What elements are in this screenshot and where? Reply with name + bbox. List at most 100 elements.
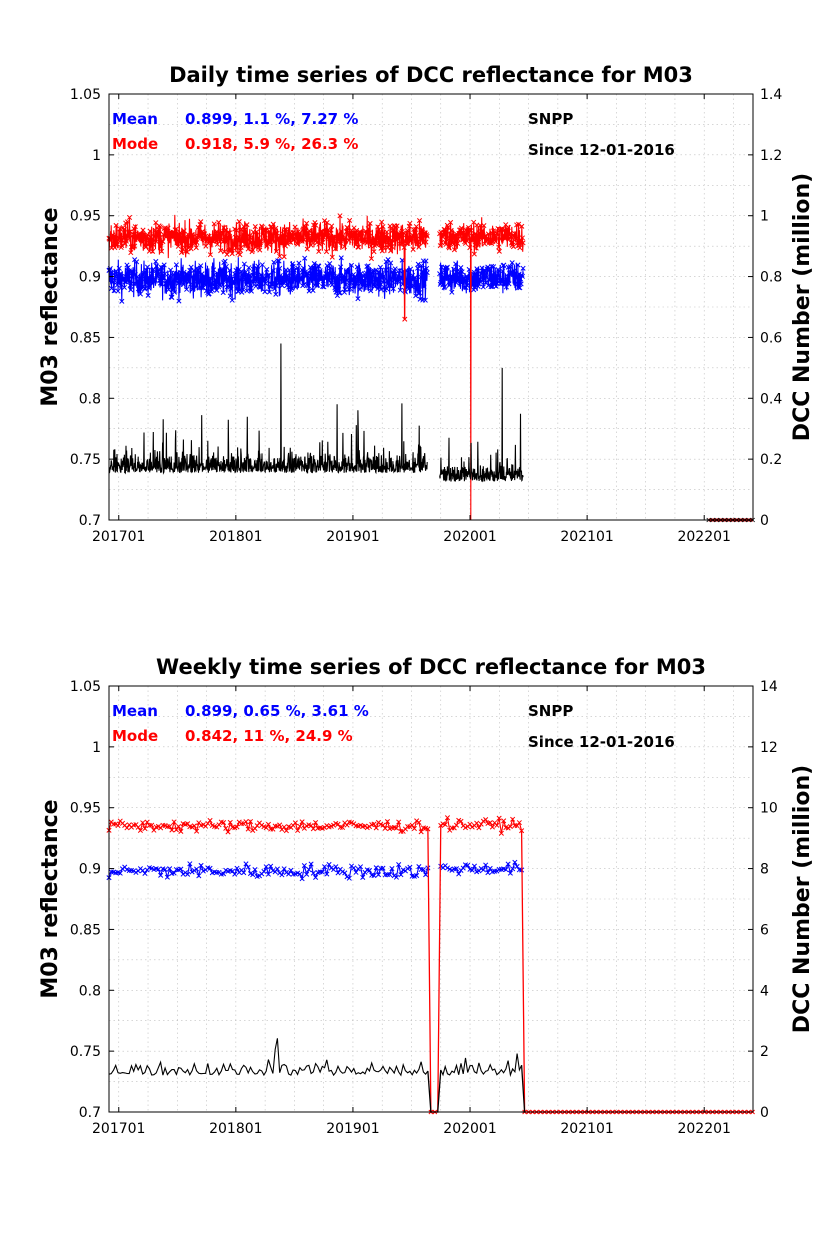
mean-point [337,290,343,296]
mode-markers [106,817,431,835]
mean-point [327,261,333,267]
mode-point [516,221,522,227]
x-axis: 201701 201801 201901 202001 202101 202201 [92,686,731,1137]
mean-point [439,270,445,276]
mean-stats: 0.899, 1.1 %, 7.27 % [185,110,358,128]
mode-point [270,826,276,832]
mean-stats: 0.899, 0.65 %, 3.61 % [185,702,369,720]
mode-point [369,236,375,242]
mean-point [440,273,447,280]
mode-point [159,248,165,254]
mode-point [366,230,373,236]
mean-point [302,269,308,275]
mean-point [407,864,413,870]
mean-point [114,282,120,288]
mean-point [166,287,172,293]
x-tick-label: 202101 [560,1121,613,1137]
mean-point [317,268,323,274]
mode-point [277,822,283,828]
mean-point [232,871,238,877]
mean-point [393,874,399,880]
y-tick-label: 0.8 [79,983,101,999]
mode-point [379,248,385,254]
mode-point [396,819,402,825]
mean-point [310,287,316,294]
mode-point [418,232,424,238]
mean-point [145,292,151,298]
mean-point [127,282,133,288]
mode-point [497,236,503,242]
mean-point [480,284,486,290]
mode-point [425,826,431,832]
mean-point [166,278,172,284]
mean-point [457,269,463,275]
mean-point [201,273,207,279]
mode-point [496,815,502,821]
x-tick-label: 202101 [560,529,613,545]
mean-point [413,278,419,284]
mean-point [392,266,398,272]
mean-point [263,864,269,870]
mean-point [473,271,479,277]
mean-point [175,280,181,286]
mode-point [123,238,129,244]
mode-point [254,229,260,235]
y-tick-label: 1.05 [70,87,101,103]
mean-point [381,273,387,279]
mean-point [333,864,339,870]
mean-point [397,287,403,293]
mode-point [418,829,424,835]
mode-point [480,227,486,234]
mode-point [492,239,499,245]
mode-markers [438,815,525,836]
mean-point [178,866,184,872]
mode-point [375,224,381,230]
mode-point [224,251,230,257]
mean-point [321,284,327,290]
mode-point [440,234,446,240]
y2-tick-label: 10 [760,801,778,817]
mean-point [245,864,251,870]
mean-point [309,268,315,274]
mean-point [377,264,383,270]
mode-point [122,240,128,247]
mode-point [519,828,525,834]
mean-point [518,281,524,287]
mode-label: Mode [112,727,158,745]
mean-point [218,271,224,278]
mean-point [514,863,520,869]
mean-point [423,258,429,264]
mean-point [170,286,176,293]
mean-point [286,871,292,877]
mean-point [279,872,285,878]
mode-point [470,232,476,238]
mode-point [377,240,383,247]
mode-point [223,825,229,831]
mode-point [483,816,489,823]
mode-point [409,822,415,828]
y-tick-label: 0.9 [79,862,101,878]
y2-tick-label: 0 [760,1105,769,1121]
mode-point [150,248,156,254]
mode-point [171,819,177,825]
mode-point [207,252,213,258]
mean-point [241,261,247,267]
stats-annotations: Mean 0.899, 1.1 %, 7.27 % Mode 0.918, 5.9 %… [112,110,675,159]
mean-point [365,282,371,289]
mean-point [306,867,312,873]
mode-point [448,219,454,226]
mode-point [411,825,417,832]
mean-point [452,271,458,277]
mean-point [444,264,450,270]
mode-point [519,223,525,229]
mean-point [447,281,453,287]
mode-point [228,247,235,253]
mode-point [155,823,161,830]
mode-point [304,220,310,226]
mean-point [214,287,220,293]
mode-point [507,824,513,830]
mean-point [143,267,149,273]
mean-point [355,296,361,302]
mode-point [404,240,410,247]
y-tick-label: 0.75 [70,1044,101,1060]
